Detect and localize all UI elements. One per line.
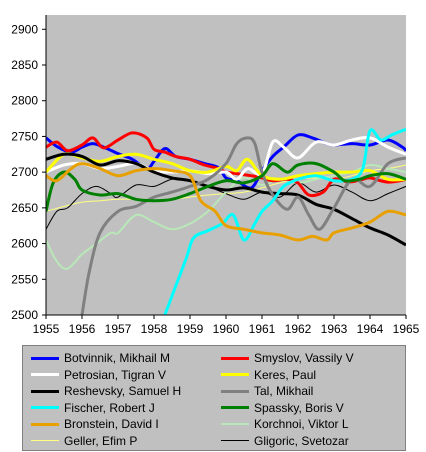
y-tick-label: 2500 <box>11 308 38 322</box>
legend-label: Geller, Efim P <box>64 433 138 448</box>
series-line-6 <box>80 136 406 315</box>
legend-swatch <box>221 389 249 393</box>
y-tick-label: 2750 <box>11 129 38 143</box>
x-tick-label: 1959 <box>177 322 204 336</box>
y-tick-label: 2700 <box>11 165 38 179</box>
legend-label: Korchnoi, Viktor L <box>254 417 349 431</box>
legend-swatch <box>31 356 59 360</box>
y-tick-label: 2850 <box>11 58 38 72</box>
legend-item: Bronstein, David I <box>31 416 159 432</box>
line-chart: 2500 2550 2600 2650 2700 2750 2800 2850 2900 1955… <box>11 15 420 336</box>
legend-item: Geller, Efim P <box>31 433 137 449</box>
y-tick-label: 2650 <box>11 201 38 215</box>
series-line-5 <box>46 152 406 247</box>
x-tick-label: 1965 <box>393 322 420 336</box>
series-line-9 <box>46 162 406 242</box>
y-tick-label: 2600 <box>11 237 38 251</box>
series-line-4 <box>46 152 406 182</box>
y-tick-label: 2800 <box>11 94 38 108</box>
legend-label: Gligoric, Svetozar <box>254 433 349 448</box>
legend-swatch <box>31 440 59 441</box>
legend-item: Keres, Paul <box>221 367 316 383</box>
legend-swatch <box>221 406 249 409</box>
x-tick-label: 1961 <box>249 322 276 336</box>
legend-label: Keres, Paul <box>254 367 317 382</box>
series-line-8 <box>46 161 406 212</box>
legend-item: Botvinnik, Mikhail M <box>31 350 170 366</box>
legend-swatch <box>221 356 249 360</box>
legend-swatch <box>221 440 249 441</box>
legend-label: Smyslov, Vassily V <box>254 351 354 365</box>
legend-label: Fischer, Robert J <box>64 400 155 415</box>
x-tick-label: 1957 <box>105 322 132 336</box>
legend-swatch <box>221 423 249 425</box>
legend-swatch <box>31 406 59 409</box>
legend-item: Gligoric, Svetozar <box>221 433 349 449</box>
legend-swatch <box>221 373 249 376</box>
legend-item: Fischer, Robert J <box>31 400 155 416</box>
legend-swatch <box>31 422 59 426</box>
legend-label: Spassky, Boris V <box>254 400 344 415</box>
legend-label: Botvinnik, Mikhail M <box>64 351 171 365</box>
x-tick-label: 1964 <box>357 322 384 336</box>
legend: Botvinnik, Mikhail M Smyslov, Vassily V Pe… <box>22 345 406 451</box>
axes: 2500 2550 2600 2650 2700 2750 2800 2850 2900 1955… <box>11 15 420 336</box>
legend-label: Petrosian, Tigran V <box>64 367 167 382</box>
legend-item: Korchnoi, Viktor L <box>221 416 349 432</box>
x-tick-label: 1956 <box>69 322 96 336</box>
legend-item: Petrosian, Tigran V <box>31 367 166 383</box>
legend-swatch <box>31 389 59 393</box>
series-line-3 <box>46 136 406 181</box>
x-tick-label: 1962 <box>285 322 312 336</box>
y-tick-label: 2550 <box>11 272 38 286</box>
y-tick-label: 2900 <box>11 22 38 36</box>
x-tick-label: 1958 <box>141 322 168 336</box>
legend-label: Bronstein, David I <box>64 417 159 431</box>
legend-item: Smyslov, Vassily V <box>221 350 354 366</box>
legend-label: Tal, Mikhail <box>254 384 314 398</box>
x-tick-label: 1955 <box>33 322 60 336</box>
legend-item: Reshevsky, Samuel H <box>31 383 181 399</box>
legend-swatch <box>31 373 59 376</box>
x-tick-label: 1960 <box>213 322 240 336</box>
series-line-7 <box>163 127 406 315</box>
series-layer <box>46 127 406 315</box>
x-tick-label: 1963 <box>321 322 348 336</box>
legend-item: Spassky, Boris V <box>221 400 344 416</box>
legend-item: Tal, Mikhail <box>221 383 313 399</box>
legend-label: Reshevsky, Samuel H <box>64 384 182 398</box>
